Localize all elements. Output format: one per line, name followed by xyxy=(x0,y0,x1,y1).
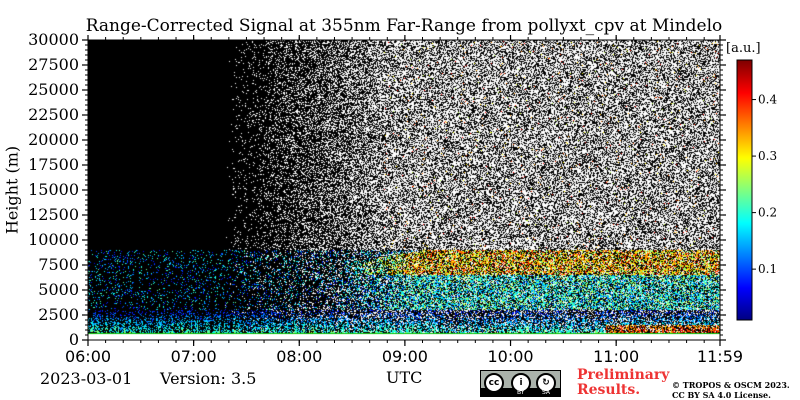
plot-frame xyxy=(87,39,721,341)
colorbar-unit: [a.u.] xyxy=(726,41,761,56)
colorbar-tick-label: 0.3 xyxy=(758,149,777,163)
y-tick-label: 10000 xyxy=(28,230,79,249)
x-tick-label: 09:00 xyxy=(382,347,428,366)
date-label: 2023-03-01 xyxy=(40,369,133,388)
y-tick-label: 17500 xyxy=(28,155,79,174)
colorbar-tick-label: 0.1 xyxy=(758,262,777,276)
by-icon: i xyxy=(511,373,531,393)
chart-title: Range-Corrected Signal at 355nm Far-Rang… xyxy=(85,16,723,36)
x-tick-label: 11:00 xyxy=(593,347,639,366)
y-tick-label: 30000 xyxy=(28,30,79,49)
colorbar-tick-label: 0.2 xyxy=(758,206,777,220)
x-tick-label: 10:00 xyxy=(487,347,533,366)
y-tick-label: 12500 xyxy=(28,205,79,224)
x-tick-label: 06:00 xyxy=(65,347,111,366)
x-tick-label: 07:00 xyxy=(171,347,217,366)
sa-icon: ↻ xyxy=(536,373,556,393)
y-tick-label: 0 xyxy=(69,330,79,349)
version-label: Version: 3.5 xyxy=(160,369,257,388)
cc-icon: cc xyxy=(484,373,504,393)
colorbar-tick-label: 0.4 xyxy=(758,93,777,107)
y-tick-label: 15000 xyxy=(28,180,79,199)
x-tick-label: 08:00 xyxy=(276,347,322,366)
y-tick-label: 7500 xyxy=(38,255,79,274)
preliminary-results-note: Preliminary Results. xyxy=(577,367,670,398)
copyright-notice: © TROPOS & OSCM 2023. CC BY SA 4.0 Licen… xyxy=(672,380,790,400)
by-label: BY xyxy=(517,389,525,396)
y-tick-label: 22500 xyxy=(28,105,79,124)
y-tick-label: 5000 xyxy=(38,280,79,299)
x-tick-label: 11:59 xyxy=(697,347,743,366)
colorbar-frame xyxy=(736,59,753,321)
y-axis-label: Height (m) xyxy=(2,145,22,235)
x-axis-label: UTC xyxy=(386,368,423,387)
y-tick-label: 27500 xyxy=(28,55,79,74)
sa-label: SA xyxy=(542,389,551,396)
y-tick-label: 20000 xyxy=(28,130,79,149)
cc-license-badge: cc i ↻ BY SA xyxy=(480,370,561,397)
y-tick-label: 2500 xyxy=(38,305,79,324)
y-tick-label: 25000 xyxy=(28,80,79,99)
